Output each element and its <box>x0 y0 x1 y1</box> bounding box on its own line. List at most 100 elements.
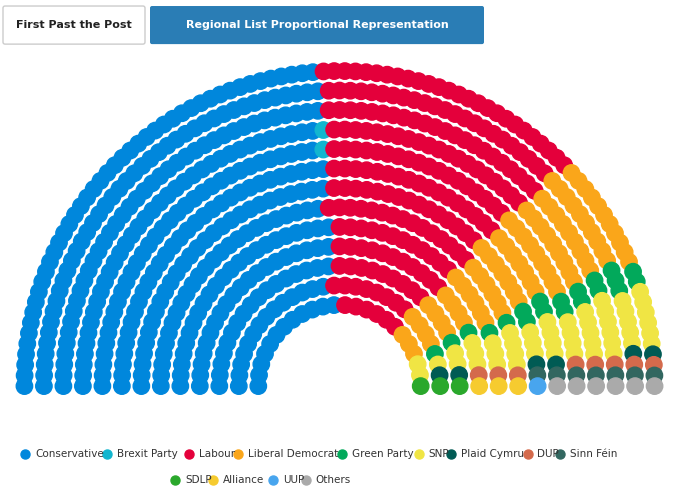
Circle shape <box>627 367 643 383</box>
Circle shape <box>267 110 283 126</box>
Circle shape <box>177 125 194 142</box>
Circle shape <box>359 182 375 198</box>
Circle shape <box>397 301 413 317</box>
Circle shape <box>422 272 439 288</box>
Circle shape <box>278 87 294 104</box>
Circle shape <box>614 293 631 309</box>
Circle shape <box>252 196 268 213</box>
Circle shape <box>75 357 92 373</box>
Circle shape <box>342 102 359 119</box>
Circle shape <box>206 110 222 126</box>
Circle shape <box>522 237 538 253</box>
Circle shape <box>378 311 394 328</box>
Circle shape <box>168 180 184 196</box>
Circle shape <box>100 324 117 341</box>
Circle shape <box>178 335 194 351</box>
Circle shape <box>353 220 369 237</box>
Circle shape <box>251 367 268 383</box>
Circle shape <box>475 142 492 159</box>
Circle shape <box>385 107 401 124</box>
Circle shape <box>625 346 642 362</box>
Circle shape <box>160 137 176 154</box>
Circle shape <box>337 297 353 313</box>
Circle shape <box>450 173 466 189</box>
Circle shape <box>536 304 552 320</box>
Circle shape <box>644 335 660 352</box>
Circle shape <box>172 378 189 394</box>
Circle shape <box>141 324 157 340</box>
Text: Conservative: Conservative <box>35 448 104 459</box>
Circle shape <box>55 378 71 394</box>
Circle shape <box>517 264 534 281</box>
Circle shape <box>191 378 208 394</box>
Circle shape <box>81 262 97 279</box>
Circle shape <box>236 306 252 322</box>
Circle shape <box>406 112 422 128</box>
Circle shape <box>141 237 157 253</box>
Circle shape <box>502 325 518 341</box>
Circle shape <box>326 122 342 138</box>
Circle shape <box>545 274 561 290</box>
Circle shape <box>406 92 422 108</box>
Circle shape <box>59 262 75 279</box>
Circle shape <box>640 314 657 331</box>
Circle shape <box>379 66 395 83</box>
Text: Liberal Democrat: Liberal Democrat <box>248 448 338 459</box>
Circle shape <box>430 356 446 372</box>
Circle shape <box>158 247 175 263</box>
Circle shape <box>85 215 101 231</box>
Circle shape <box>216 127 232 143</box>
Circle shape <box>401 192 417 209</box>
Circle shape <box>612 235 628 251</box>
Text: SNP: SNP <box>428 448 449 459</box>
Circle shape <box>326 297 342 313</box>
Circle shape <box>118 274 134 290</box>
Circle shape <box>577 252 593 269</box>
Circle shape <box>252 154 268 171</box>
Circle shape <box>115 356 131 372</box>
Circle shape <box>185 314 202 331</box>
Circle shape <box>342 199 359 216</box>
Circle shape <box>390 128 406 144</box>
Circle shape <box>266 301 282 317</box>
Circle shape <box>590 282 607 299</box>
Circle shape <box>369 184 386 200</box>
Circle shape <box>421 158 437 175</box>
Circle shape <box>604 262 620 279</box>
Circle shape <box>507 346 524 362</box>
Circle shape <box>500 274 517 291</box>
Circle shape <box>83 314 99 330</box>
Circle shape <box>157 284 173 300</box>
Circle shape <box>409 356 426 372</box>
Circle shape <box>515 228 532 245</box>
Circle shape <box>231 254 247 271</box>
Circle shape <box>102 225 118 241</box>
Circle shape <box>278 228 295 245</box>
Circle shape <box>304 162 320 179</box>
Circle shape <box>380 166 396 182</box>
Circle shape <box>441 146 457 162</box>
Circle shape <box>216 345 232 362</box>
Circle shape <box>459 178 475 194</box>
Circle shape <box>431 367 447 383</box>
Circle shape <box>124 264 140 280</box>
Circle shape <box>375 105 391 122</box>
Circle shape <box>353 260 370 276</box>
Circle shape <box>310 103 326 119</box>
Circle shape <box>232 163 249 179</box>
Circle shape <box>450 150 466 167</box>
Circle shape <box>320 239 337 255</box>
Circle shape <box>173 295 189 311</box>
Circle shape <box>320 219 337 236</box>
Circle shape <box>443 334 460 351</box>
Circle shape <box>477 314 494 331</box>
Circle shape <box>182 248 198 264</box>
Circle shape <box>374 204 390 221</box>
Circle shape <box>358 64 374 80</box>
Circle shape <box>120 324 136 341</box>
Circle shape <box>421 137 437 154</box>
Circle shape <box>348 181 364 197</box>
Circle shape <box>310 220 326 237</box>
Circle shape <box>151 255 168 272</box>
Circle shape <box>487 346 504 362</box>
